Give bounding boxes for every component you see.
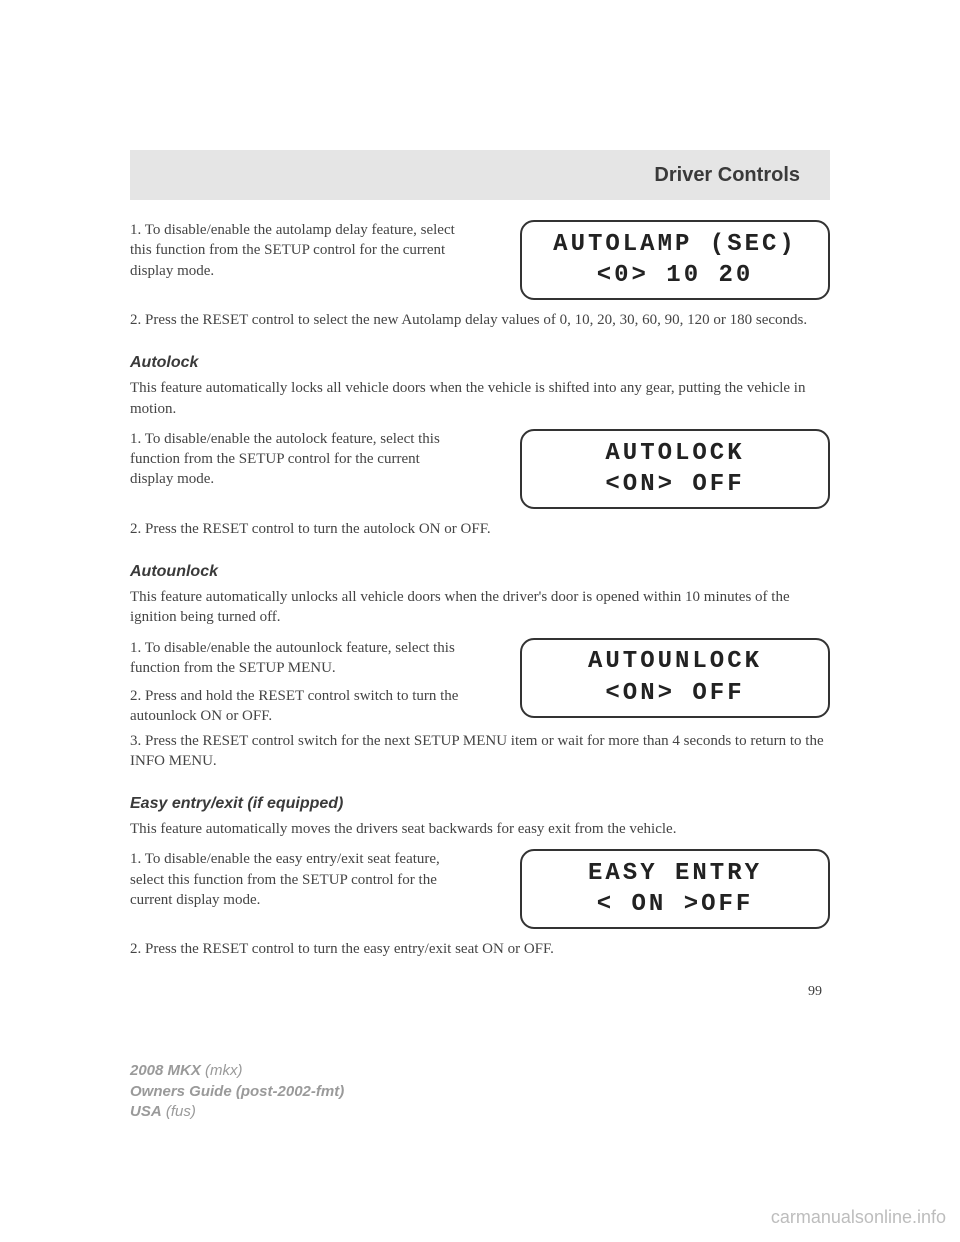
autolamp-step1: 1. To disable/enable the autolamp delay … (130, 220, 460, 281)
easyentry-display: EASY ENTRY < ON >OFF (520, 849, 830, 929)
display-line1: EASY ENTRY (588, 858, 762, 889)
autounlock-step3: 3. Press the RESET control switch for th… (130, 727, 830, 772)
footer-region-code: (fus) (166, 1103, 196, 1120)
watermark: carmanualsonline.info (771, 1207, 946, 1228)
autolock-display: AUTOLOCK <ON> OFF (520, 429, 830, 509)
page-title: Driver Controls (654, 164, 800, 187)
autounlock-section: AUTOUNLOCK <ON> OFF 1. To disable/enable… (130, 638, 830, 782)
easyentry-step1: 1. To disable/enable the easy entry/exit… (130, 849, 460, 910)
easyentry-step2: 2. Press the RESET control to turn the e… (130, 935, 830, 959)
autounlock-intro: This feature automatically unlocks all v… (130, 587, 830, 628)
footer-guide: Owners Guide (post-2002-fmt) (130, 1082, 344, 1102)
display-line1: AUTOLOCK (605, 438, 744, 469)
autolock-step2: 2. Press the RESET control to turn the a… (130, 515, 830, 539)
display-line1: AUTOUNLOCK (588, 646, 762, 677)
display-line1: AUTOLAMP (SEC) (553, 229, 797, 260)
autolamp-step2: 2. Press the RESET control to select the… (130, 306, 830, 330)
display-line2: <0> 10 20 (597, 260, 754, 291)
autolock-heading: Autolock (130, 354, 830, 372)
easyentry-intro: This feature automatically moves the dri… (130, 819, 830, 839)
autolock-intro: This feature automatically locks all veh… (130, 378, 830, 419)
footer-model: 2008 MKX (130, 1062, 201, 1079)
autounlock-heading: Autounlock (130, 563, 830, 581)
easyentry-heading: Easy entry/exit (if equipped) (130, 795, 830, 813)
footer-model-code: (mkx) (205, 1062, 243, 1079)
autolamp-display: AUTOLAMP (SEC) <0> 10 20 (520, 220, 830, 300)
autolock-section: AUTOLOCK <ON> OFF 1. To disable/enable t… (130, 429, 830, 549)
section-header: Driver Controls (130, 150, 830, 200)
display-line2: <ON> OFF (605, 678, 744, 709)
autounlock-display: AUTOUNLOCK <ON> OFF (520, 638, 830, 718)
autolock-step1: 1. To disable/enable the autolock featur… (130, 429, 460, 490)
autounlock-step1: 1. To disable/enable the autounlock feat… (130, 638, 460, 679)
display-line2: < ON >OFF (597, 889, 754, 920)
display-line2: <ON> OFF (605, 469, 744, 500)
footer: 2008 MKX (mkx) Owners Guide (post-2002-f… (130, 1061, 344, 1122)
autolamp-section: AUTOLAMP (SEC) <0> 10 20 1. To disable/e… (130, 220, 830, 340)
easyentry-section: EASY ENTRY < ON >OFF 1. To disable/enabl… (130, 849, 830, 969)
footer-region: USA (130, 1103, 162, 1120)
page-number: 99 (130, 984, 830, 1000)
autounlock-step2: 2. Press and hold the RESET control swit… (130, 686, 460, 727)
